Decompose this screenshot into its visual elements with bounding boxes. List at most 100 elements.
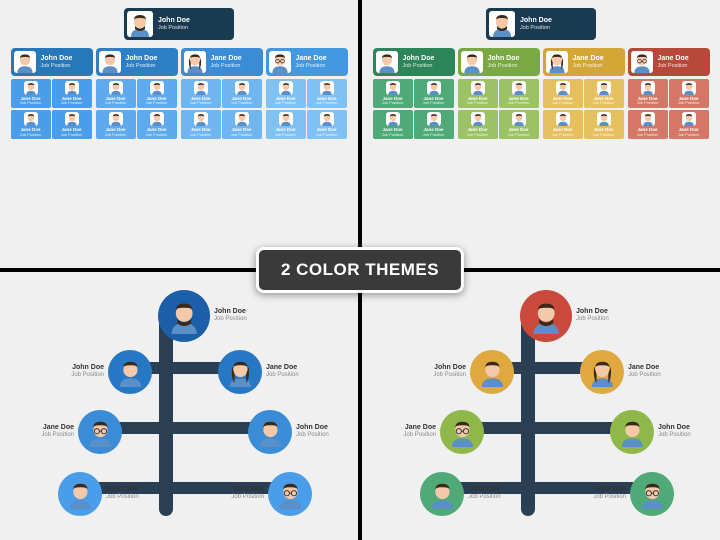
person-position: Job Position xyxy=(467,101,489,106)
manager-card: Jane DoeJob Position xyxy=(181,48,263,76)
person-position: Job Position xyxy=(593,133,615,138)
staff-card: Jane DoeJob Position xyxy=(307,110,347,139)
node-label: Jane DoeJob Position xyxy=(20,424,74,440)
person-position: Job Position xyxy=(508,101,530,106)
avatar-icon xyxy=(269,51,291,73)
avatar-icon xyxy=(127,11,153,37)
person-position: Job Position xyxy=(41,63,73,70)
person-position: Job Position xyxy=(190,133,212,138)
avatar-icon xyxy=(637,479,668,510)
avatar-icon xyxy=(225,357,256,388)
person-position: Job Position xyxy=(231,133,253,138)
manager-card: John DoeJob Position xyxy=(11,48,93,76)
avatar-icon xyxy=(275,479,306,510)
tree-branch xyxy=(166,362,226,374)
person-position: Job Position xyxy=(552,133,574,138)
staff-card: Jane DoeJob Position xyxy=(266,110,306,139)
avatar-icon xyxy=(14,51,36,73)
avatar-icon xyxy=(65,479,96,510)
staff-card: Jane DoeJob Position xyxy=(543,79,583,108)
avatar-icon xyxy=(477,357,508,388)
manager-card: John DoeJob Position xyxy=(373,48,455,76)
avatar-icon xyxy=(109,112,123,126)
staff-card: Jane DoeJob Position xyxy=(52,110,92,139)
person-name: John Doe xyxy=(488,55,520,63)
person-node xyxy=(610,410,654,454)
person-position: Job Position xyxy=(158,25,190,32)
manager-card: Jane DoeJob Position xyxy=(628,48,710,76)
person-node xyxy=(520,290,572,342)
avatar-icon xyxy=(65,81,79,95)
person-position: Job Position xyxy=(316,133,338,138)
person-position: Job Position xyxy=(211,63,242,70)
avatar-icon xyxy=(386,81,400,95)
person-position: Job Position xyxy=(678,101,700,106)
person-name: Jane Doe xyxy=(628,364,682,372)
person-name: John Doe xyxy=(468,486,522,494)
node-label: John DoeJob Position xyxy=(658,424,712,440)
staff-card: Jane DoeJob Position xyxy=(414,110,454,139)
person-name: John Doe xyxy=(41,55,73,63)
node-label: Jane DoeJob Position xyxy=(382,424,436,440)
avatar-icon xyxy=(512,112,526,126)
manager-card: Jane DoeJob Position xyxy=(266,48,348,76)
staff-card: Jane DoeJob Position xyxy=(458,79,498,108)
person-node xyxy=(440,410,484,454)
person-position: Job Position xyxy=(296,432,350,439)
person-position: Job Position xyxy=(296,63,327,70)
person-node xyxy=(158,290,210,342)
person-position: Job Position xyxy=(316,101,338,106)
avatar-icon xyxy=(184,51,206,73)
avatar-icon xyxy=(279,112,293,126)
staff-card: Jane DoeJob Position xyxy=(222,110,262,139)
avatar-icon xyxy=(546,51,568,73)
avatar-icon xyxy=(528,298,564,334)
avatar-icon xyxy=(641,81,655,95)
person-node xyxy=(268,472,312,516)
staff-card: Jane DoeJob Position xyxy=(11,110,51,139)
avatar-icon xyxy=(597,81,611,95)
person-position: Job Position xyxy=(382,101,404,106)
person-node xyxy=(108,350,152,394)
avatar-icon xyxy=(489,11,515,37)
person-name: John Doe xyxy=(520,17,552,25)
avatar-icon xyxy=(166,298,202,334)
node-label: Jane DoeJob Position xyxy=(266,364,320,380)
person-position: Job Position xyxy=(20,432,74,439)
person-name: John Doe xyxy=(126,55,158,63)
staff-card: Jane DoeJob Position xyxy=(628,110,668,139)
avatar-icon xyxy=(682,81,696,95)
person-name: Jane Doe xyxy=(210,486,264,494)
person-position: Job Position xyxy=(520,25,552,32)
avatar-icon xyxy=(235,81,249,95)
staff-card: Jane DoeJob Position xyxy=(584,79,624,108)
person-position: Job Position xyxy=(637,133,659,138)
person-position: Job Position xyxy=(146,133,168,138)
avatar-icon xyxy=(597,112,611,126)
avatar-icon xyxy=(427,479,458,510)
avatar-icon xyxy=(682,112,696,126)
person-position: Job Position xyxy=(593,101,615,106)
person-position: Job Position xyxy=(573,63,604,70)
person-position: Job Position xyxy=(266,372,320,379)
person-position: Job Position xyxy=(382,133,404,138)
avatar-icon xyxy=(85,417,116,448)
avatar-icon xyxy=(386,112,400,126)
tree-branch xyxy=(166,422,256,434)
person-name: John Doe xyxy=(50,364,104,372)
staff-card: Jane DoeJob Position xyxy=(11,79,51,108)
person-name: John Doe xyxy=(296,424,350,432)
person-position: Job Position xyxy=(50,372,104,379)
node-label: Jane DoeJob Position xyxy=(628,364,682,380)
person-node xyxy=(248,410,292,454)
person-position: Job Position xyxy=(275,133,297,138)
person-position: Job Position xyxy=(658,432,712,439)
person-node xyxy=(78,410,122,454)
avatar-icon xyxy=(109,81,123,95)
person-name: John Doe xyxy=(158,17,190,25)
node-label: Jane DoeJob Position xyxy=(210,486,264,502)
staff-card: Jane DoeJob Position xyxy=(414,79,454,108)
person-node xyxy=(58,472,102,516)
person-position: Job Position xyxy=(126,63,158,70)
person-position: Job Position xyxy=(61,101,83,106)
